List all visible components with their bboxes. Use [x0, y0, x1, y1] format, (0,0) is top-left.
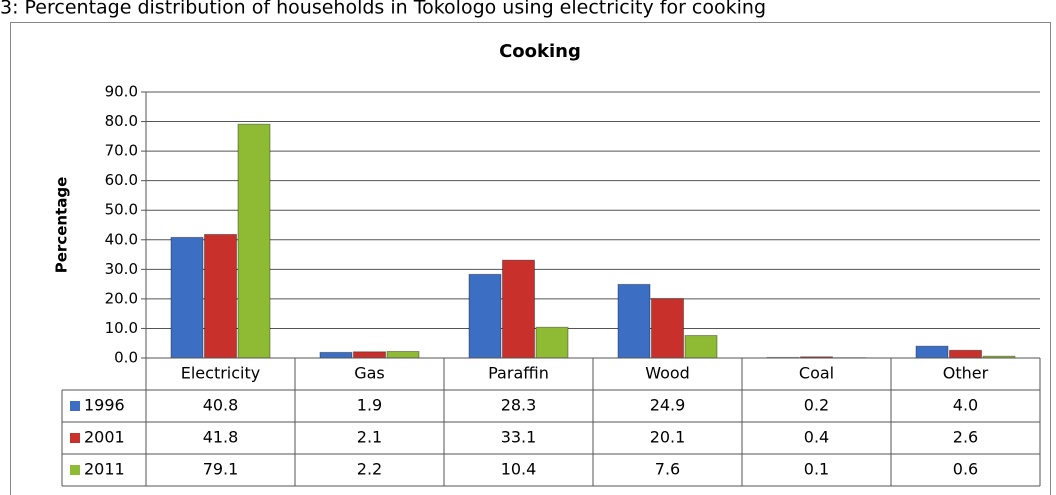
y-tick-label: 20.0: [105, 289, 138, 307]
legend-label: 2001: [84, 428, 125, 447]
y-tick-label: 50.0: [105, 201, 138, 219]
bar: [535, 326, 569, 359]
y-tick-label: 80.0: [105, 112, 138, 130]
y-tick-label: 30.0: [105, 260, 138, 278]
table-value: 7.6: [655, 460, 680, 479]
table-value: 0.2: [804, 396, 829, 415]
table-value: 4.0: [953, 396, 978, 415]
table-value: 28.3: [501, 396, 537, 415]
x-tick-label: Electricity: [181, 364, 260, 383]
bar: [468, 273, 502, 359]
bar: [651, 298, 684, 359]
x-tick-label: Other: [943, 364, 989, 383]
table-value: 41.8: [203, 428, 239, 447]
x-tick-label: Coal: [799, 364, 834, 383]
table-value: 40.8: [203, 396, 239, 415]
x-tick-label: Wood: [645, 364, 690, 383]
bar: [617, 283, 651, 359]
table-value: 1.9: [357, 396, 382, 415]
y-tick-label: 90.0: [105, 83, 138, 101]
table-value: 2.2: [357, 460, 382, 479]
bar: [915, 345, 949, 359]
table-value: 2.1: [357, 428, 382, 447]
y-tick-label: 0.0: [114, 349, 138, 367]
legend-label: 1996: [84, 396, 125, 415]
x-tick-label: Paraffin: [488, 364, 549, 383]
bar: [386, 350, 420, 359]
caption: 3: Percentage distribution of households…: [0, 0, 766, 19]
legend-swatch: [70, 465, 80, 475]
chart-frame: [10, 22, 1051, 495]
chart-title: Cooking: [499, 41, 581, 62]
bar: [170, 236, 204, 359]
bar: [237, 123, 271, 359]
legend-swatch: [70, 401, 80, 411]
table-value: 24.9: [650, 396, 686, 415]
table-value: 33.1: [501, 428, 537, 447]
bar: [949, 349, 982, 359]
y-tick-label: 40.0: [105, 230, 138, 248]
table-value: 0.4: [804, 428, 829, 447]
bar: [502, 259, 535, 359]
y-tick-label: 60.0: [105, 171, 138, 189]
table-value: 79.1: [203, 460, 239, 479]
table-value: 2.6: [953, 428, 978, 447]
bar: [319, 351, 353, 359]
table-value: 20.1: [650, 428, 686, 447]
bar: [204, 233, 237, 359]
y-axis-label: Percentage: [53, 177, 71, 274]
table-value: 10.4: [501, 460, 537, 479]
y-tick-label: 10.0: [105, 319, 138, 337]
x-tick-label: Gas: [354, 364, 385, 383]
legend-swatch: [70, 433, 80, 443]
bar: [353, 351, 386, 359]
legend-label: 2011: [84, 460, 125, 479]
table-value: 0.6: [953, 460, 978, 479]
table-value: 0.1: [804, 460, 829, 479]
y-tick-label: 70.0: [105, 142, 138, 160]
bar: [684, 335, 718, 359]
